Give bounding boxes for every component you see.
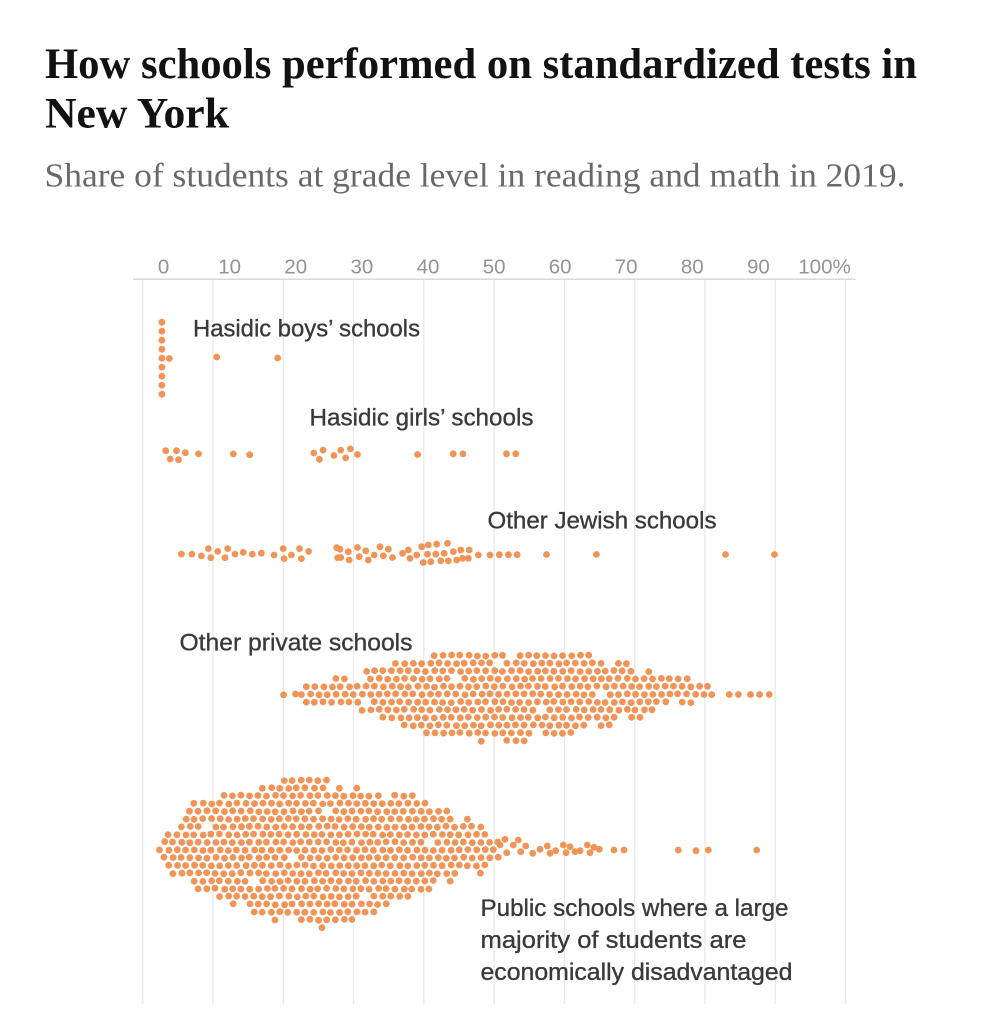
svg-text:100%: 100% bbox=[798, 256, 850, 279]
svg-text:90: 90 bbox=[747, 256, 770, 279]
svg-text:Public schools where a large: Public schools where a large bbox=[481, 895, 789, 922]
svg-text:70: 70 bbox=[615, 256, 638, 279]
svg-text:How schools performed on stand: How schools performed on standardized te… bbox=[45, 40, 917, 88]
svg-text:Share of students at grade lev: Share of students at grade level in read… bbox=[45, 157, 906, 194]
svg-text:economically disadvantaged: economically disadvantaged bbox=[481, 959, 793, 986]
svg-text:Other Jewish schools: Other Jewish schools bbox=[488, 507, 717, 534]
svg-text:Hasidic boys’ schools: Hasidic boys’ schools bbox=[193, 316, 420, 343]
svg-text:majority of students are: majority of students are bbox=[481, 927, 747, 954]
svg-text:Other private schools: Other private schools bbox=[180, 630, 413, 657]
svg-text:10: 10 bbox=[218, 256, 241, 279]
svg-text:80: 80 bbox=[681, 256, 704, 279]
svg-text:0: 0 bbox=[158, 256, 169, 279]
svg-text:New York: New York bbox=[45, 89, 230, 137]
svg-text:40: 40 bbox=[417, 256, 440, 279]
svg-text:50: 50 bbox=[483, 256, 506, 279]
svg-text:30: 30 bbox=[350, 256, 373, 279]
svg-text:Hasidic girls’ schools: Hasidic girls’ schools bbox=[310, 404, 534, 431]
svg-text:60: 60 bbox=[549, 256, 572, 279]
svg-text:20: 20 bbox=[284, 256, 307, 279]
